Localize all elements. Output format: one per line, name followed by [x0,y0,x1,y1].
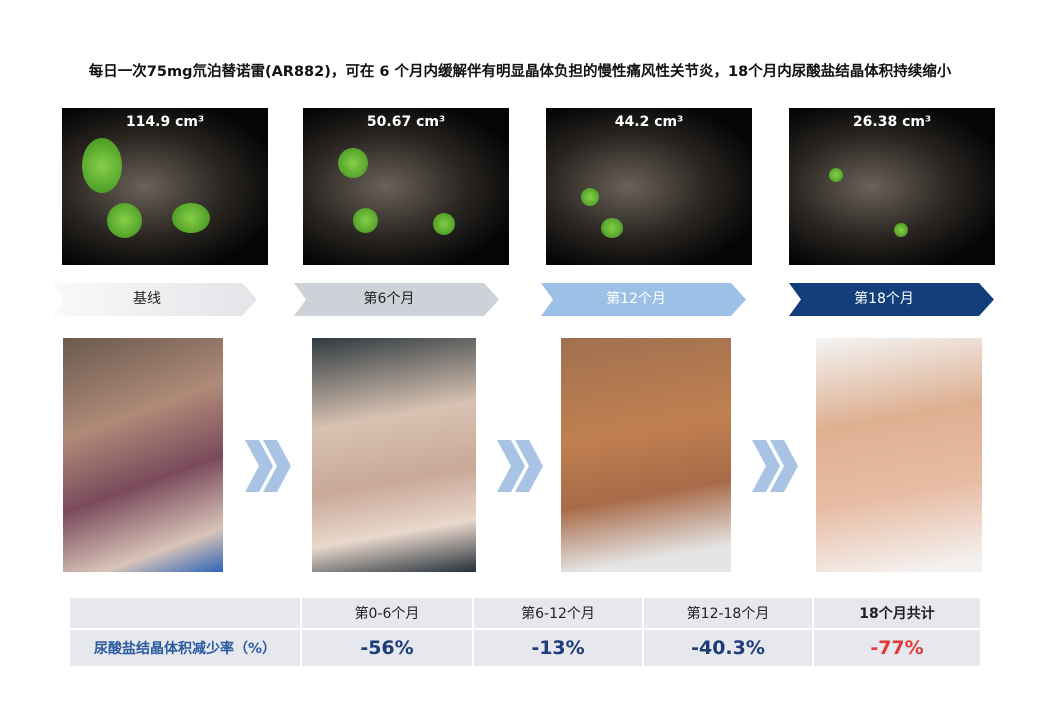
banner-shape [52,283,257,316]
foot-photo [816,338,982,572]
table-row: 尿酸盐结晶体积减少率（%） -56% -13% -40.3% -77% [70,630,980,666]
banner-shape [789,283,994,316]
stage-label: 基线 [133,291,161,307]
table-header: 第0-6个月 第6-12个月 第12-18个月 18个月共计 [70,598,980,628]
header-cell: 第12-18个月 [644,598,812,628]
stage-label: 第12个月 [606,291,666,307]
foot-photo [312,338,476,572]
cell: -56% [302,630,472,666]
cell: -77% [814,630,980,666]
table: 第0-6个月 第6-12个月 第12-18个月 18个月共计 尿酸盐结晶体积减少… [68,596,982,668]
header-cell [70,598,300,628]
chevron [752,440,798,492]
cell: -40.3% [644,630,812,666]
ct-image: 26.38 cm³ [789,108,995,265]
cell: -13% [474,630,642,666]
foot-photo [63,338,223,572]
header-cell: 第0-6个月 [302,598,472,628]
stage-label: 第6个月 [363,291,415,307]
chevron [245,440,291,492]
stage-label: 第18个月 [854,291,914,307]
stage-banner: 第12个月 [541,283,746,316]
ct-image: 50.67 cm³ [303,108,509,265]
stage-banner: 第6个月 [294,283,499,316]
foot-photo [561,338,731,572]
row-label: 尿酸盐结晶体积减少率（%） [70,630,300,666]
title: 每日一次75mg氘泊替诺雷(AR882)，可在 6 个月内缓解伴有明显晶体负担的… [88,64,952,80]
volume-label: 50.67 cm³ [366,114,446,130]
stage-banner: 基线 [52,283,257,316]
stage-banner: 第18个月 [789,283,994,316]
ct-image: 114.9 cm³ [62,108,268,265]
banner-shape [541,283,746,316]
ct-image: 44.2 cm³ [546,108,752,265]
header-cell: 18个月共计 [814,598,980,628]
chevron [497,440,543,492]
banner-shape [294,283,499,316]
header-cell: 第6-12个月 [474,598,642,628]
volume-label: 44.2 cm³ [614,114,684,130]
volume-label: 114.9 cm³ [125,114,205,130]
volume-label: 26.38 cm³ [852,114,932,130]
